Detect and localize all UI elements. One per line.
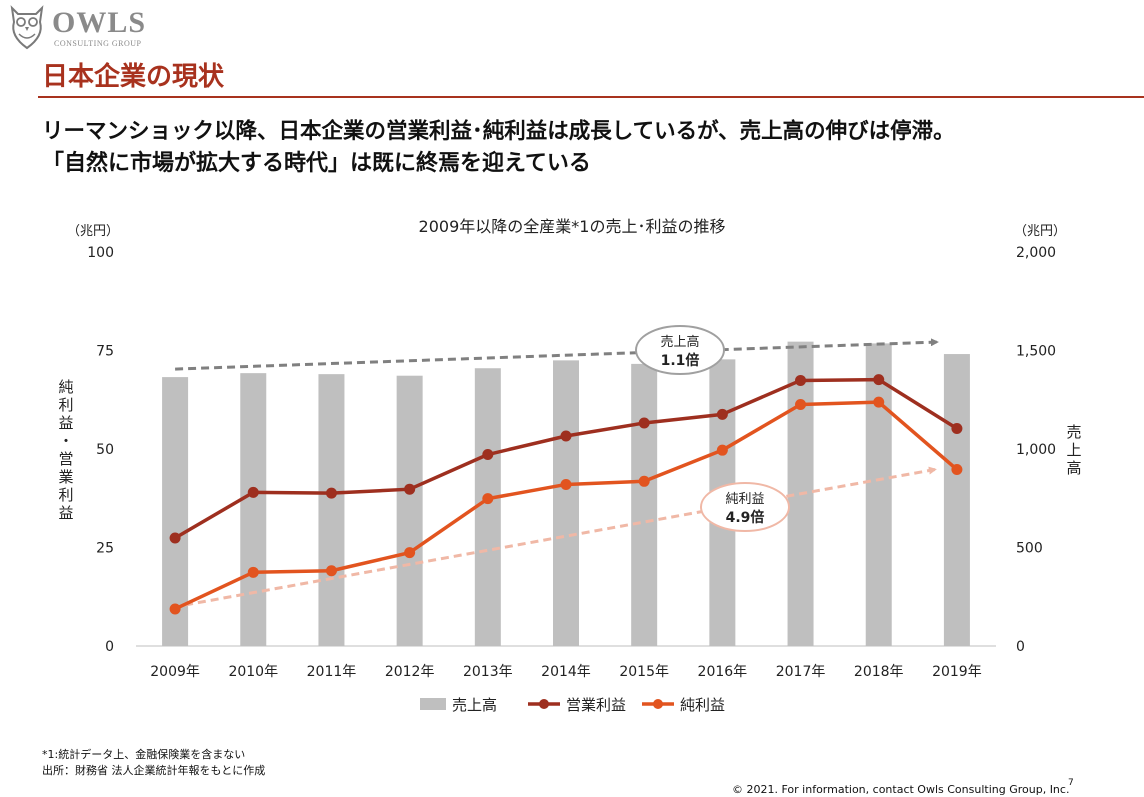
right-tick-label: 1,000 — [1016, 442, 1056, 458]
x-tick-label: 2011年 — [307, 664, 357, 680]
left-axis-unit: （兆円） — [67, 224, 119, 239]
net-profit-callout-value: 4.9倍 — [726, 509, 765, 526]
left-tick-label: 75 — [96, 344, 114, 360]
bar-sales — [631, 363, 658, 646]
page-number: 7 — [1068, 778, 1074, 788]
left-tick-label: 0 — [105, 639, 114, 655]
point-net-profit — [951, 463, 963, 475]
point-operating-profit — [873, 374, 885, 386]
x-tick-label: 2009年 — [150, 664, 200, 680]
footnote-1: *1:統計データ上、金融保険業を含まない — [42, 748, 246, 761]
point-operating-profit — [247, 486, 259, 498]
legend-swatch-sales — [420, 698, 446, 710]
sales-callout-value: 1.1倍 — [661, 352, 700, 369]
left-axis-label: 純利益・営業利益 — [58, 378, 73, 522]
x-tick-label: 2016年 — [698, 664, 748, 680]
right-axis-label: 売上高 — [1066, 423, 1081, 477]
bar-sales — [474, 368, 501, 646]
right-tick-label: 1,500 — [1016, 344, 1056, 360]
x-tick-label: 2018年 — [854, 664, 904, 680]
point-net-profit — [560, 478, 572, 490]
x-tick-label: 2012年 — [385, 664, 435, 680]
bar-sales — [865, 343, 892, 646]
right-tick-label: 2,000 — [1016, 245, 1056, 261]
point-net-profit — [638, 475, 650, 487]
x-tick-label: 2010年 — [228, 664, 278, 680]
point-operating-profit — [325, 487, 337, 499]
headline-line-1: リーマンショック以降、日本企業の営業利益･純利益は成長しているが、売上高の伸びは… — [42, 119, 955, 144]
bar-sales — [318, 374, 345, 646]
left-tick-label: 100 — [87, 245, 114, 261]
right-tick-label: 500 — [1016, 541, 1043, 557]
point-net-profit — [873, 396, 885, 408]
point-operating-profit — [560, 430, 572, 442]
right-axis-unit: （兆円） — [1014, 224, 1066, 239]
x-tick-label: 2015年 — [619, 664, 669, 680]
bar-sales — [240, 373, 267, 646]
logo-subtitle: CONSULTING GROUP — [54, 39, 142, 48]
point-net-profit — [169, 603, 181, 615]
copyright: © 2021. For information, contact Owls Co… — [732, 783, 1070, 796]
legend-marker-operating-profit — [539, 699, 549, 709]
legend-label-operating-profit: 営業利益 — [566, 696, 626, 714]
point-operating-profit — [951, 423, 963, 435]
bar-sales — [553, 360, 579, 646]
point-net-profit — [325, 565, 337, 577]
legend-label-sales: 売上高 — [452, 696, 497, 714]
point-net-profit — [795, 398, 807, 410]
title-divider — [38, 96, 1144, 98]
point-operating-profit — [795, 374, 807, 386]
bar-sales — [396, 375, 423, 646]
point-operating-profit — [482, 449, 494, 461]
logo-name: OWLS — [52, 6, 147, 39]
legend-marker-net-profit — [653, 699, 663, 709]
legend-label-net-profit: 純利益 — [680, 696, 725, 714]
bar-sales — [943, 354, 970, 646]
x-tick-label: 2019年 — [932, 664, 982, 680]
section-title: 日本企業の現状 — [42, 62, 225, 92]
headline-line-2: 「自然に市場が拡大する時代」は既に終焉を迎えている — [42, 151, 591, 176]
source-note: 出所：財務省 法人企業統計年報をもとに作成 — [42, 764, 266, 777]
x-tick-label: 2014年 — [541, 664, 591, 680]
point-net-profit — [716, 444, 728, 456]
bar-sales — [162, 377, 189, 646]
left-tick-label: 50 — [96, 442, 114, 458]
sales-trend-arrow — [175, 338, 939, 371]
x-tick-label: 2013年 — [463, 664, 513, 680]
owl-icon — [10, 5, 44, 50]
net-profit-callout — [700, 482, 790, 532]
sales-callout-label: 売上高 — [660, 334, 699, 350]
point-net-profit — [404, 547, 416, 559]
right-tick-label: 0 — [1016, 639, 1025, 655]
x-tick-label: 2017年 — [776, 664, 826, 680]
point-operating-profit — [716, 408, 728, 420]
sales-callout — [635, 325, 725, 375]
point-operating-profit — [404, 483, 416, 495]
chart-title: 2009年以降の全産業*1の売上･利益の推移 — [419, 217, 726, 236]
net-profit-callout-label: 純利益 — [725, 492, 764, 507]
point-operating-profit — [169, 532, 181, 544]
net-profit-trend-arrow — [184, 466, 937, 607]
left-tick-label: 25 — [96, 541, 114, 557]
logo: OWLS CONSULTING GROUP — [4, 2, 164, 52]
point-net-profit — [247, 566, 259, 578]
point-net-profit — [482, 493, 494, 505]
point-operating-profit — [638, 417, 650, 429]
